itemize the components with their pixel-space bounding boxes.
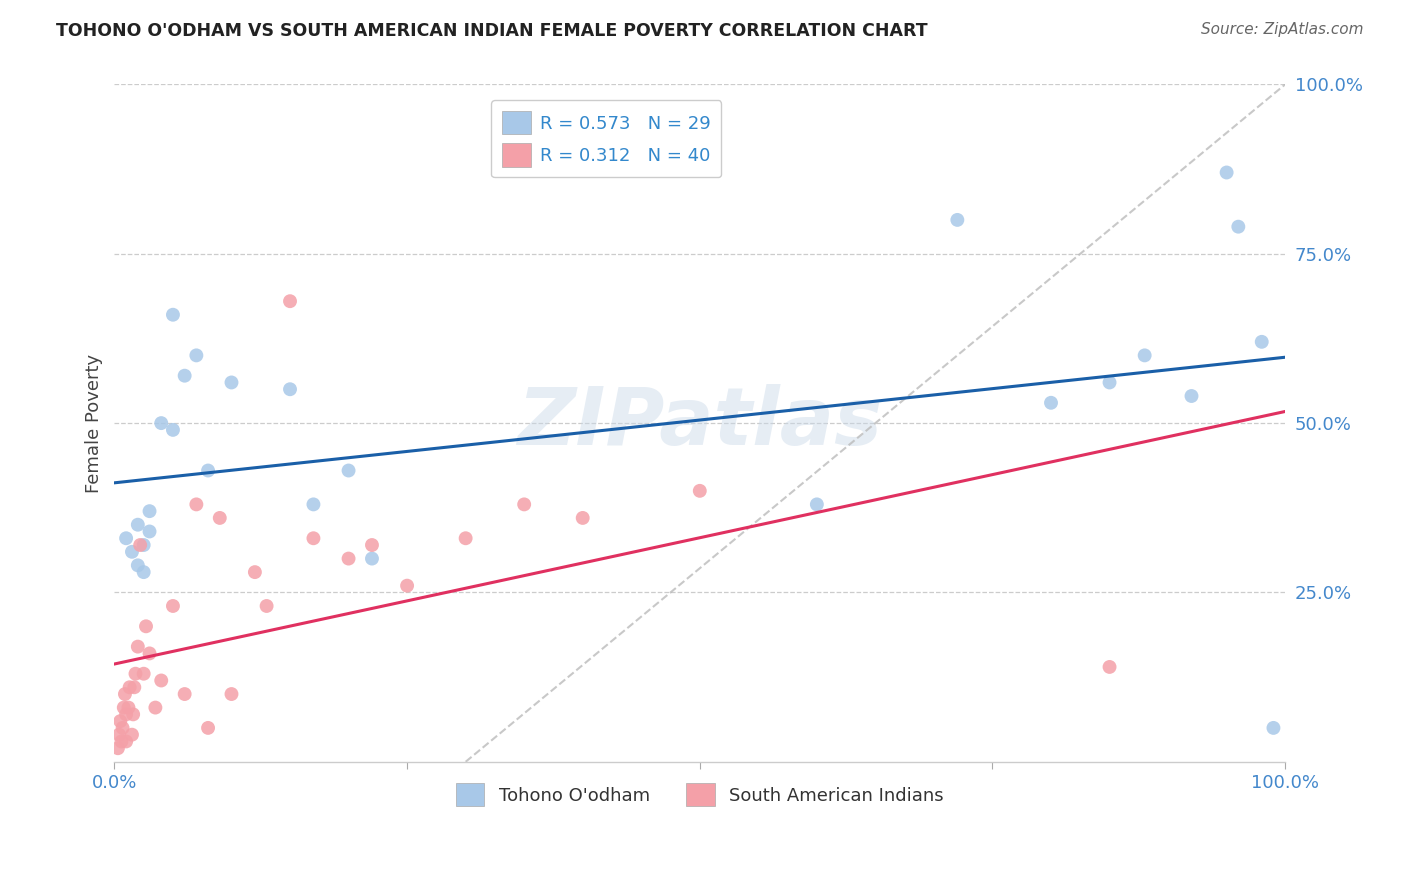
- Point: [162, 308, 184, 322]
- Point: [138, 524, 160, 539]
- Point: [162, 599, 184, 613]
- Text: TOHONO O'ODHAM VS SOUTH AMERICAN INDIAN FEMALE POVERTY CORRELATION CHART: TOHONO O'ODHAM VS SOUTH AMERICAN INDIAN …: [56, 22, 928, 40]
- Point: [689, 483, 711, 498]
- Point: [1098, 660, 1121, 674]
- Point: [454, 531, 477, 545]
- Point: [173, 368, 195, 383]
- Point: [396, 579, 419, 593]
- Point: [1263, 721, 1285, 735]
- Point: [197, 463, 219, 477]
- Point: [361, 538, 384, 552]
- Point: [107, 741, 129, 756]
- Point: [145, 700, 167, 714]
- Point: [111, 721, 134, 735]
- Point: [361, 551, 384, 566]
- Point: [132, 538, 155, 552]
- Point: [1040, 396, 1063, 410]
- Point: [150, 673, 173, 688]
- Point: [127, 558, 149, 573]
- Point: [256, 599, 278, 613]
- Point: [221, 687, 243, 701]
- Point: [132, 666, 155, 681]
- Point: [108, 728, 131, 742]
- Point: [124, 680, 146, 694]
- Point: [221, 376, 243, 390]
- Point: [806, 497, 828, 511]
- Y-axis label: Female Poverty: Female Poverty: [86, 353, 103, 492]
- Text: Source: ZipAtlas.com: Source: ZipAtlas.com: [1201, 22, 1364, 37]
- Point: [337, 463, 360, 477]
- Point: [302, 531, 325, 545]
- Point: [110, 734, 132, 748]
- Point: [121, 545, 143, 559]
- Point: [127, 640, 149, 654]
- Point: [1180, 389, 1202, 403]
- Legend: Tohono O'odham, South American Indians: Tohono O'odham, South American Indians: [449, 776, 952, 814]
- Point: [129, 538, 152, 552]
- Point: [208, 511, 231, 525]
- Point: [1227, 219, 1250, 234]
- Point: [121, 728, 143, 742]
- Point: [302, 497, 325, 511]
- Point: [162, 423, 184, 437]
- Point: [132, 565, 155, 579]
- Point: [946, 213, 969, 227]
- Point: [150, 416, 173, 430]
- Point: [110, 714, 132, 728]
- Point: [1215, 165, 1237, 179]
- Point: [186, 497, 208, 511]
- Point: [135, 619, 157, 633]
- Point: [1250, 334, 1272, 349]
- Point: [1133, 348, 1156, 362]
- Point: [243, 565, 266, 579]
- Point: [186, 348, 208, 362]
- Point: [115, 734, 138, 748]
- Point: [278, 382, 301, 396]
- Point: [337, 551, 360, 566]
- Point: [115, 531, 138, 545]
- Point: [114, 687, 136, 701]
- Point: [124, 666, 146, 681]
- Point: [127, 517, 149, 532]
- Point: [117, 700, 139, 714]
- Point: [513, 497, 536, 511]
- Point: [173, 687, 195, 701]
- Point: [118, 680, 141, 694]
- Point: [138, 647, 160, 661]
- Point: [122, 707, 145, 722]
- Point: [197, 721, 219, 735]
- Text: ZIPatlas: ZIPatlas: [517, 384, 883, 462]
- Point: [571, 511, 593, 525]
- Point: [112, 700, 135, 714]
- Point: [278, 294, 301, 309]
- Point: [1098, 376, 1121, 390]
- Point: [115, 707, 138, 722]
- Point: [138, 504, 160, 518]
